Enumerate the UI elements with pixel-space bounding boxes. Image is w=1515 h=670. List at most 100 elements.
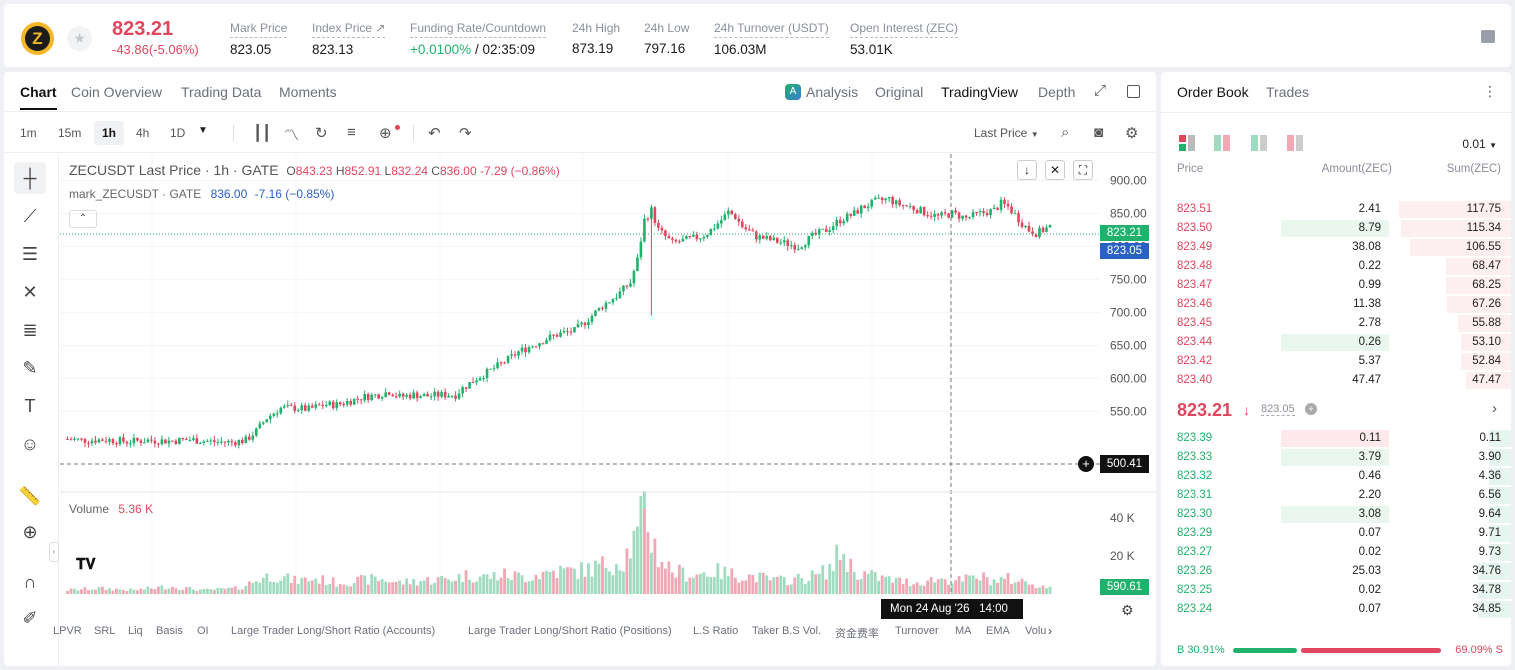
indicator-0[interactable]: LPVR xyxy=(53,625,82,637)
close-pane-icon[interactable]: ✕ xyxy=(1045,160,1065,180)
ask-row[interactable]: 823.44 0.26 53.10 xyxy=(1161,333,1511,352)
indicator-2[interactable]: Liq xyxy=(128,625,143,637)
bid-row[interactable]: 823.25 0.02 34.78 xyxy=(1161,581,1511,600)
stat-mark-price[interactable]: Mark Price 823.05 xyxy=(230,19,288,57)
collapse-legend-button[interactable]: ⌃ xyxy=(69,210,97,228)
view-bids-asks-icon[interactable] xyxy=(1214,135,1230,151)
ask-row[interactable]: 823.45 2.78 55.88 xyxy=(1161,314,1511,333)
chevron-right-icon[interactable]: › xyxy=(1492,400,1497,417)
templates-icon[interactable]: ≡ xyxy=(347,124,356,141)
tab-tradingview[interactable]: TradingView xyxy=(941,84,1019,100)
ask-row[interactable]: 823.40 47.47 47.47 xyxy=(1161,371,1511,390)
expand-icon[interactable]: ⤢ xyxy=(1094,82,1107,99)
scroll-down-icon[interactable]: ↓ xyxy=(1017,160,1037,180)
undo-icon[interactable]: ↶ xyxy=(428,125,441,142)
emoji-icon[interactable]: ☺ xyxy=(20,434,40,454)
tab-order-book[interactable]: Order Book xyxy=(1177,84,1249,100)
collapse-sidebar-icon[interactable]: ‹ xyxy=(49,542,59,562)
more-vertical-icon[interactable]: ⋮ xyxy=(1483,83,1497,99)
bid-row[interactable]: 823.33 3.79 3.90 xyxy=(1161,448,1511,467)
search-icon[interactable]: ⌕ xyxy=(1061,124,1070,141)
indicator-4[interactable]: OI xyxy=(197,625,209,637)
view-bids-icon[interactable] xyxy=(1251,135,1267,151)
timeframe-1d[interactable]: 1D xyxy=(170,126,186,140)
pattern-icon[interactable]: ✕ xyxy=(22,282,38,302)
timeframe-dropdown-icon[interactable]: ▼ xyxy=(198,125,208,136)
add-plus-icon[interactable]: ⊕ xyxy=(379,125,392,142)
stat-index-price[interactable]: Index Price ↗ 823.13 xyxy=(312,19,386,57)
brush-icon[interactable]: ✎ xyxy=(22,358,38,378)
book-icon[interactable] xyxy=(1481,30,1495,43)
tab-coin-overview[interactable]: Coin Overview xyxy=(71,84,163,100)
stat-open-interest[interactable]: Open Interest (ZEC) 53.01K xyxy=(850,19,959,57)
indicator-11[interactable]: MA xyxy=(955,625,972,637)
tab-depth[interactable]: Depth xyxy=(1038,84,1076,100)
tab-analysis[interactable]: Analysis xyxy=(806,84,859,100)
camera-icon[interactable]: ◙ xyxy=(1094,124,1104,141)
bid-row[interactable]: 823.24 0.07 34.85 xyxy=(1161,600,1511,619)
view-asks-icon[interactable] xyxy=(1287,135,1303,151)
ruler-icon[interactable]: 📏 xyxy=(18,486,42,506)
gear-icon[interactable]: ⚙ xyxy=(1125,125,1139,142)
indicator-3[interactable]: Basis xyxy=(156,625,183,637)
bid-row[interactable]: 823.39 0.11 0.11 xyxy=(1161,429,1511,448)
chevron-right-icon[interactable]: › xyxy=(1048,624,1052,638)
indicator-9[interactable]: 资金费率 xyxy=(835,628,879,640)
tab-chart[interactable]: Chart xyxy=(20,84,57,110)
timeframe-15m[interactable]: 15m xyxy=(58,126,82,140)
bid-row[interactable]: 823.32 0.46 4.36 xyxy=(1161,467,1511,486)
window-icon[interactable] xyxy=(1127,85,1140,98)
indicator-6[interactable]: Large Trader Long/Short Ratio (Positions… xyxy=(468,625,672,637)
timeframe-1h[interactable]: 1h xyxy=(94,121,125,145)
indicator-7[interactable]: L.S Ratio xyxy=(693,625,739,637)
indicator-13[interactable]: Volu xyxy=(1025,625,1047,637)
timeframe-4h[interactable]: 4h xyxy=(136,126,150,140)
ask-row[interactable]: 823.46 11.38 67.26 xyxy=(1161,295,1511,314)
indicator-1[interactable]: SRL xyxy=(94,625,116,637)
price-type-select[interactable]: Last Price ▼ xyxy=(974,126,1039,140)
tab-trades[interactable]: Trades xyxy=(1266,84,1310,100)
add-alert-icon[interactable]: + xyxy=(1078,456,1094,472)
ask-row[interactable]: 823.47 0.99 68.25 xyxy=(1161,276,1511,295)
ask-row[interactable]: 823.48 0.22 68.47 xyxy=(1161,257,1511,276)
replay-icon[interactable]: ↻ xyxy=(315,125,328,142)
fib-icon[interactable]: ≣ xyxy=(22,320,38,340)
horizontal-lines-icon[interactable]: ☰ xyxy=(21,244,39,264)
stat-24h-low[interactable]: 24h Low 797.16 xyxy=(644,19,689,56)
ask-row[interactable]: 823.42 5.37 52.84 xyxy=(1161,352,1511,371)
precision-select[interactable]: 0.01 ▼ xyxy=(1462,137,1497,151)
stat-funding-rate[interactable]: Funding Rate/Countdown +0.0100% / 02:35:0… xyxy=(410,19,547,57)
pencil-lock-icon[interactable]: ✐ xyxy=(22,608,38,628)
ask-row[interactable]: 823.49 38.08 106.55 xyxy=(1161,238,1511,257)
info-icon[interactable]: + xyxy=(1305,403,1317,415)
settings-gear-icon[interactable]: ⚙ xyxy=(1121,602,1134,618)
tab-original[interactable]: Original xyxy=(875,84,924,100)
redo-icon[interactable]: ↷ xyxy=(459,125,472,142)
price-chart[interactable]: 900.00850.00800.00750.00700.00650.00600.… xyxy=(60,154,1156,594)
indicators-icon[interactable]: 〽 xyxy=(284,127,300,144)
crosshair-icon[interactable]: ┼ xyxy=(14,162,46,194)
view-both-icon[interactable] xyxy=(1179,135,1195,151)
magnet-icon[interactable]: ∩ xyxy=(23,572,37,592)
bid-row[interactable]: 823.27 0.02 9.73 xyxy=(1161,543,1511,562)
bid-row[interactable]: 823.31 2.20 6.56 xyxy=(1161,486,1511,505)
indicator-8[interactable]: Taker B.S Vol. xyxy=(752,625,822,637)
ask-row[interactable]: 823.51 2.41 117.75 xyxy=(1161,200,1511,219)
indicator-5[interactable]: Large Trader Long/Short Ratio (Accounts) xyxy=(231,625,436,637)
stat-24h-high[interactable]: 24h High 873.19 xyxy=(572,19,620,56)
bid-row[interactable]: 823.26 25.03 34.76 xyxy=(1161,562,1511,581)
bid-row[interactable]: 823.29 0.07 9.71 xyxy=(1161,524,1511,543)
tab-trading-data[interactable]: Trading Data xyxy=(181,84,262,100)
trendline-icon[interactable]: ⟋ xyxy=(23,206,37,226)
favorite-star-icon[interactable]: ★ xyxy=(67,26,92,51)
maximize-pane-icon[interactable]: ⛶ xyxy=(1073,160,1093,180)
bid-row[interactable]: 823.30 3.08 9.64 xyxy=(1161,505,1511,524)
ask-row[interactable]: 823.50 8.79 115.34 xyxy=(1161,219,1511,238)
text-icon[interactable]: T xyxy=(24,396,36,416)
indicator-10[interactable]: Turnover xyxy=(895,625,939,637)
timeframe-1m[interactable]: 1m xyxy=(20,126,37,140)
indicator-12[interactable]: EMA xyxy=(986,625,1010,637)
candle-type-icon[interactable]: ┃┃ xyxy=(253,125,272,142)
zoom-in-icon[interactable]: ⊕ xyxy=(22,522,38,542)
tab-moments[interactable]: Moments xyxy=(279,84,337,100)
